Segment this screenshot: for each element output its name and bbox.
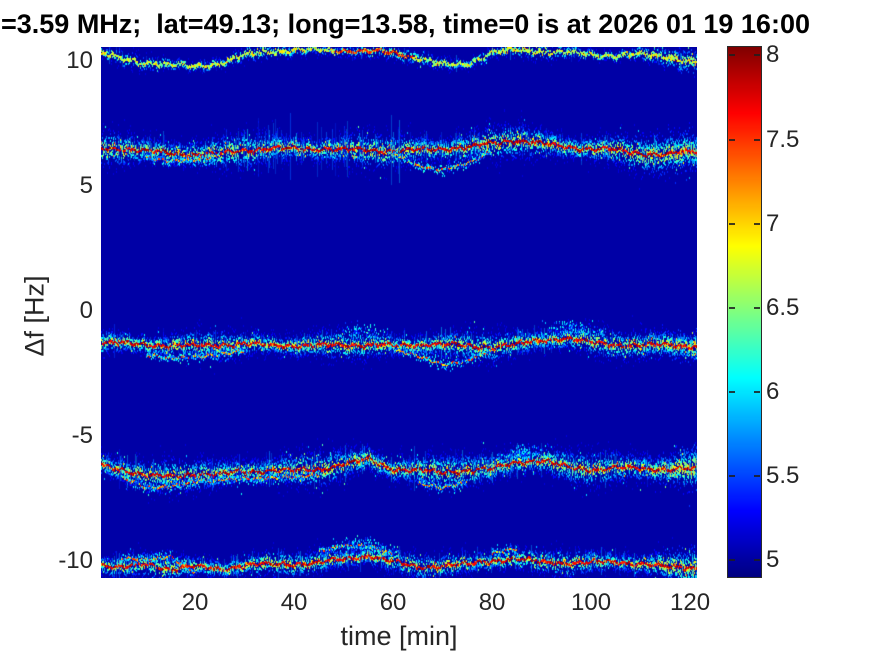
colorbar-tick-mark <box>729 475 735 478</box>
colorbar-tick-label: 6.5 <box>766 293 800 321</box>
colorbar-tick-label: 7 <box>766 209 780 237</box>
colorbar-tick-mark <box>729 54 735 57</box>
colorbar-tick-mark <box>754 54 760 57</box>
colorbar <box>727 46 762 578</box>
y-tick-label: -5 <box>71 421 93 449</box>
colorbar-tick-mark <box>729 390 735 393</box>
colorbar-tick-mark <box>754 306 760 309</box>
colorbar-tick-mark <box>754 475 760 478</box>
colorbar-tick-mark <box>754 222 760 225</box>
colorbar-tick-mark <box>754 559 760 562</box>
x-tick-label: 60 <box>379 589 407 616</box>
spectrogram-canvas <box>101 47 697 578</box>
x-tick-label: 40 <box>280 589 308 616</box>
colorbar-tick-mark <box>754 390 760 393</box>
y-tick-label: 5 <box>79 172 93 200</box>
colorbar-tick-mark <box>729 559 735 562</box>
x-tick-label: 100 <box>571 589 612 616</box>
colorbar-tick-mark <box>754 138 760 141</box>
y-axis-label: Δf [Hz] <box>19 275 50 357</box>
y-tick-label: 10 <box>66 47 93 75</box>
x-tick-label: 80 <box>478 589 506 616</box>
colorbar-tick-mark <box>729 306 735 309</box>
colorbar-tick-mark <box>729 222 735 225</box>
colorbar-tick-label: 8 <box>766 41 780 69</box>
colorbar-tick-label: 6 <box>766 377 780 405</box>
x-axis-label: time [min] <box>340 621 458 651</box>
colorbar-tick-label: 5 <box>766 546 780 574</box>
colorbar-tick-mark <box>729 138 735 141</box>
y-tick-label: 0 <box>79 297 93 324</box>
x-tick-label: 20 <box>181 589 209 616</box>
y-tick-label: -10 <box>58 546 93 574</box>
plot-title: =3.59 MHz; lat=49.13; long=13.58, time=0… <box>1 9 810 39</box>
colorbar-tick-label: 5.5 <box>766 462 800 490</box>
x-tick-label: 120 <box>670 589 711 616</box>
colorbar-tick-label: 7.5 <box>766 125 800 153</box>
